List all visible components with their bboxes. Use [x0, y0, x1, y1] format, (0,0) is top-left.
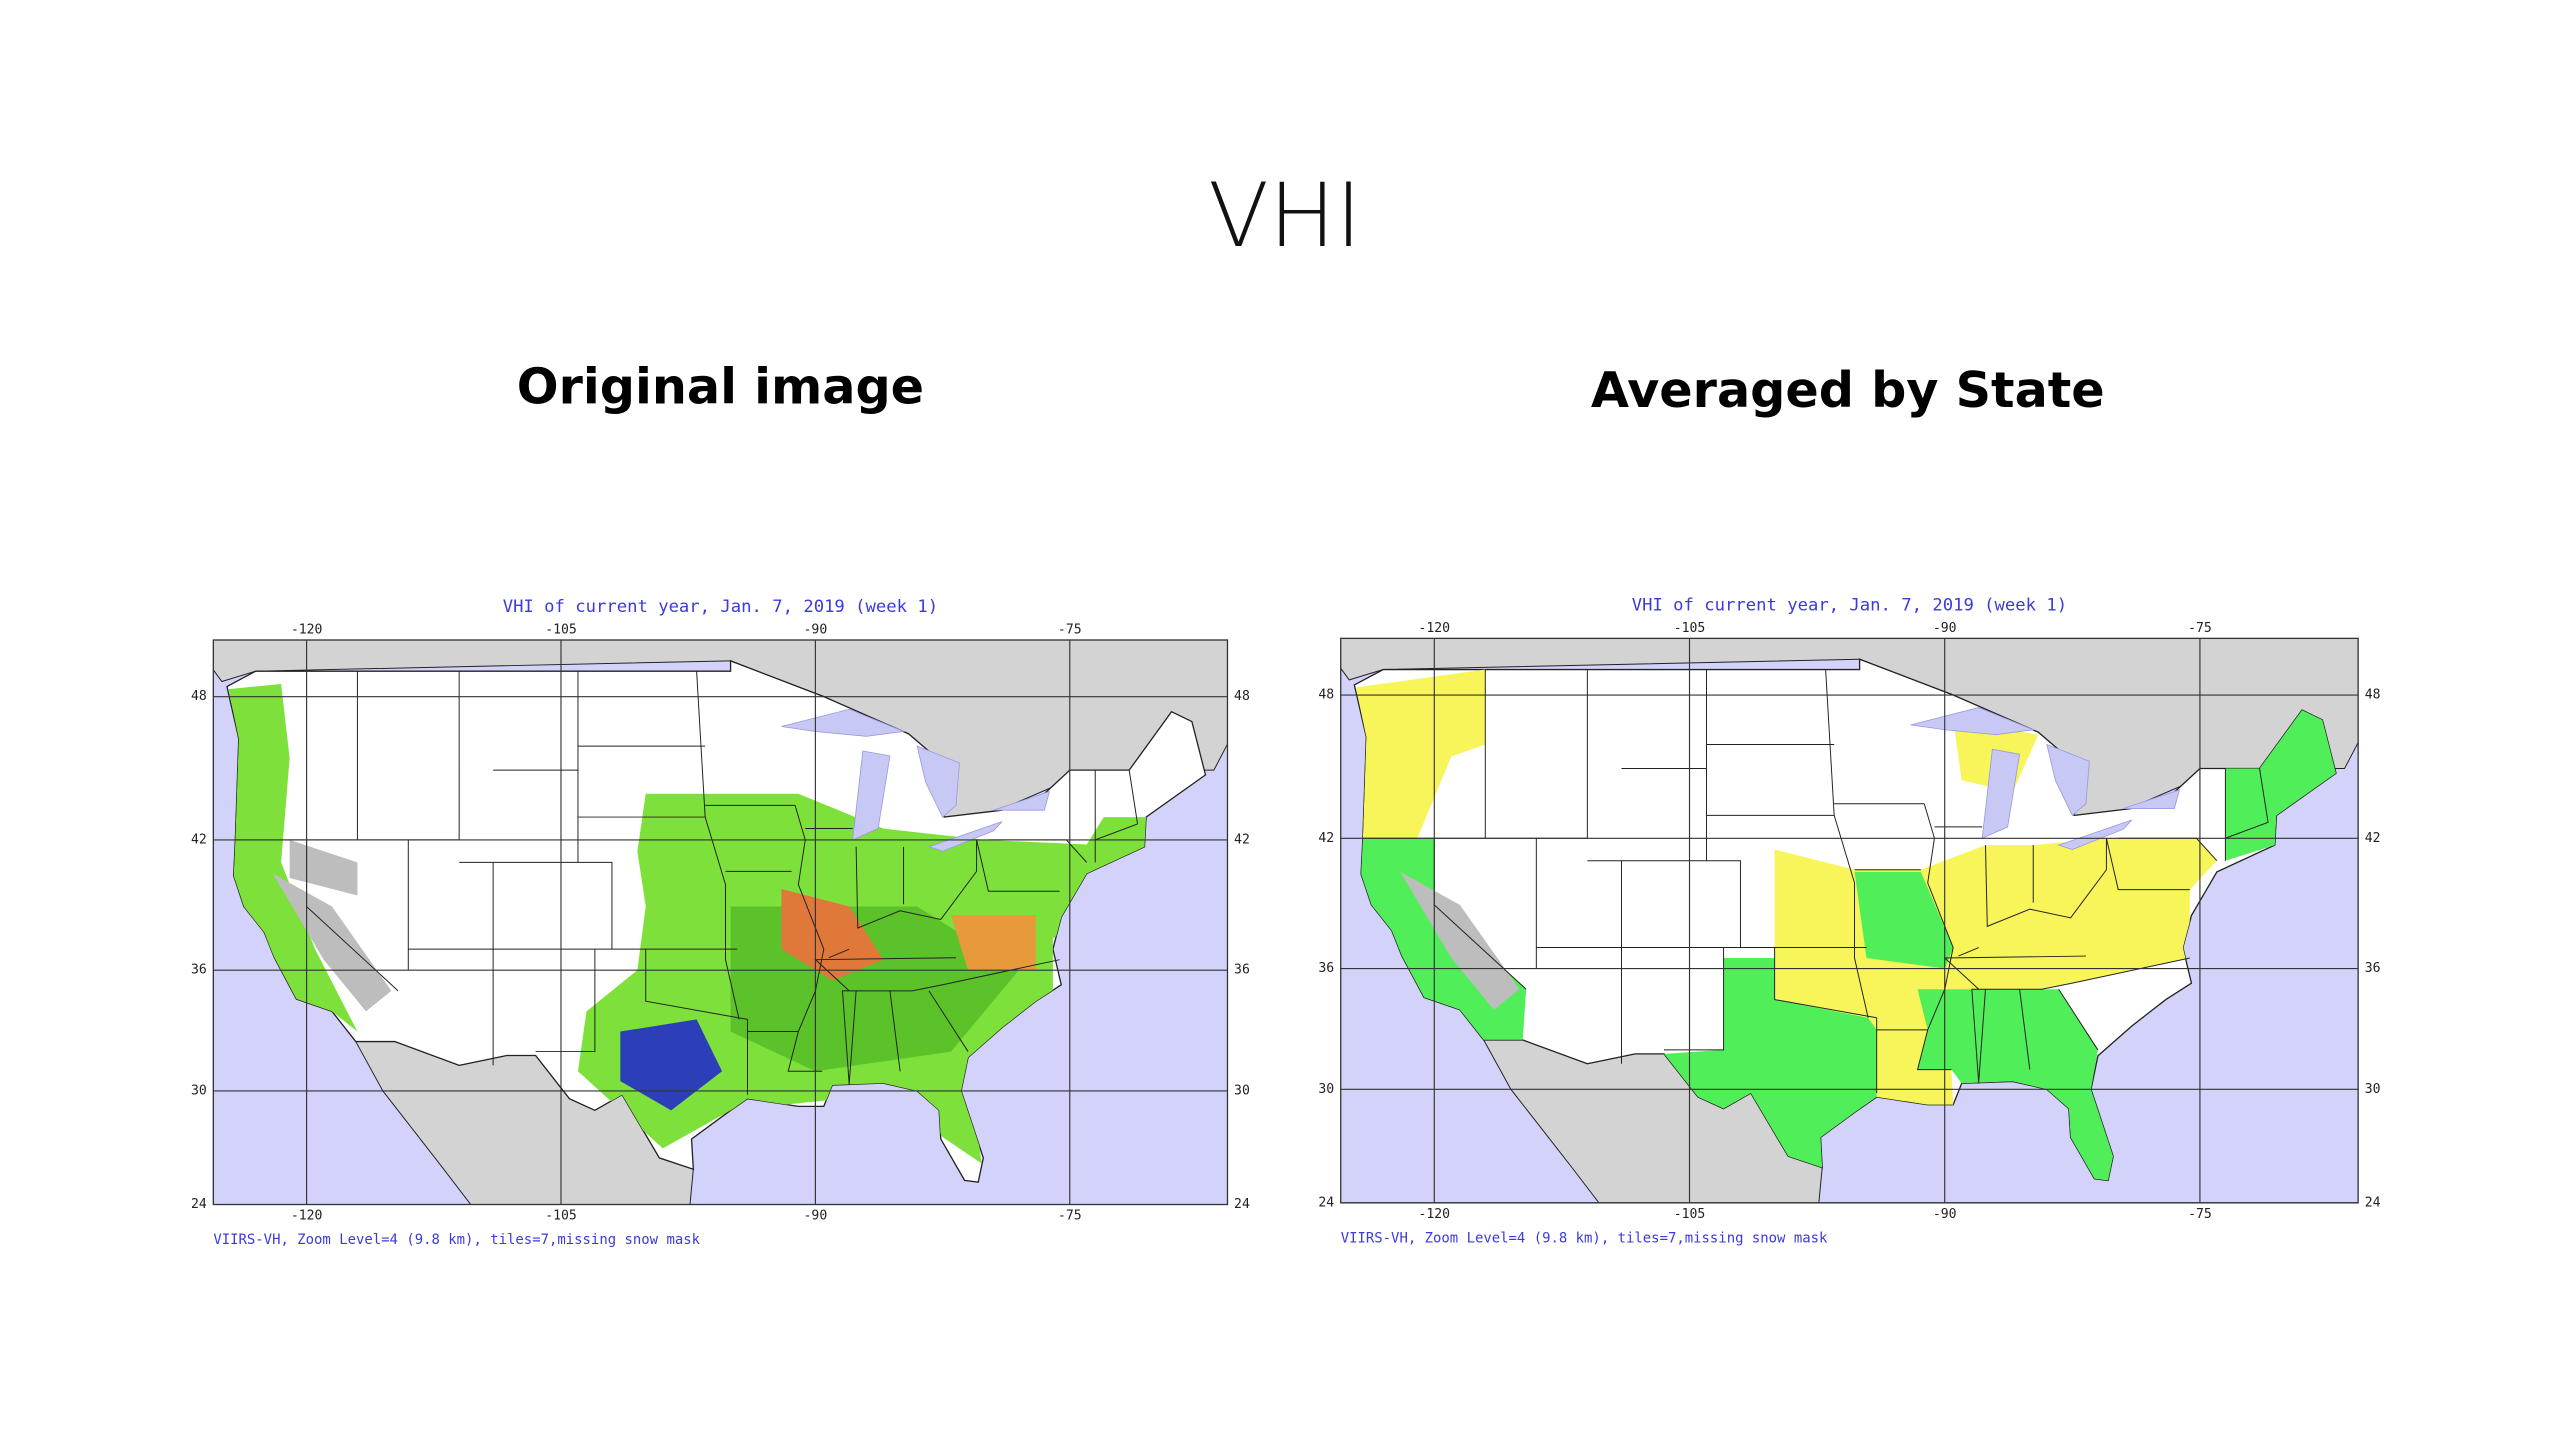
lat-tick-label: 48: [2365, 688, 2381, 703]
lon-tick-label: -75: [1058, 1209, 1082, 1224]
map: -120 -120 -105 -105 -90 -90 -75 -75 48 48 42 42 36 36…: [191, 597, 1250, 1248]
lon-tick-label: -105: [545, 623, 577, 638]
state-border: [1971, 957, 2190, 1084]
state-border: [1774, 947, 1877, 1019]
lon-tick-label: -90: [1933, 1207, 1957, 1222]
vhi-region: [950, 915, 1036, 971]
state-border: [1984, 838, 2107, 928]
lake: [916, 745, 960, 818]
lake: [1910, 707, 2035, 736]
state-border: [1587, 860, 1741, 948]
state-border: [976, 839, 1060, 892]
lat-tick-label: 30: [1234, 1083, 1250, 1098]
state-border: [889, 990, 901, 1072]
vhi-region: [1355, 669, 1486, 839]
lat-tick-label: 42: [1234, 832, 1250, 847]
vhi-region: [228, 683, 358, 1032]
vhi-region: [1664, 958, 1877, 1168]
map-image: [1340, 638, 2359, 1203]
lon-tick-label: -75: [2188, 1207, 2212, 1222]
panel-heading: Original image: [517, 358, 924, 416]
lat-tick-label: 42: [191, 832, 207, 847]
lat-tick-label: 48: [1234, 689, 1250, 704]
lon-tick-label: -120: [291, 623, 323, 638]
vhi-region: [1400, 871, 1520, 1010]
lat-tick-label: 30: [191, 1083, 207, 1098]
map: -120 -120 -105 -105 -90 -90 -75 -75 48 48 42 42 36 36…: [1318, 595, 2380, 1246]
state-border: [828, 948, 850, 959]
lake: [2057, 819, 2133, 850]
lon-tick-label: -75: [1058, 623, 1082, 638]
lat-tick-label: 48: [1318, 688, 1334, 703]
state-border: [1095, 770, 1139, 841]
vhi-overlay: [228, 683, 1155, 1164]
lon-tick-label: -105: [545, 1209, 577, 1224]
state-border: [2058, 988, 2099, 1051]
lat-tick-label: 30: [1318, 1082, 1334, 1097]
map-footer: VIIRS-VH, Zoom Level=4 (9.8 km), tiles=7…: [213, 1232, 700, 1248]
vhi-region: [620, 1019, 723, 1111]
lon-tick-label: -90: [1933, 621, 1957, 636]
map-frame: [1340, 637, 2359, 1204]
lon-tick-label: -90: [804, 1209, 828, 1224]
lat-tick-label: 24: [2365, 1195, 2381, 1210]
vhi-overlay: [1355, 669, 2336, 1181]
state-border: [841, 959, 1060, 1086]
state-border: [535, 949, 596, 1053]
map-frame: [212, 639, 1229, 1206]
lake: [781, 708, 906, 737]
state-border: [855, 839, 978, 929]
map-title: VHI of current year, Jan. 7, 2019 (week …: [1632, 595, 2067, 615]
vhi-region: [1917, 989, 2114, 1181]
slide-title: VHI: [1208, 164, 1361, 267]
lat-tick-label: 42: [2365, 831, 2381, 846]
vhi-region: [781, 888, 884, 981]
lon-tick-label: -90: [804, 623, 828, 638]
vhi-region: [1854, 871, 1954, 969]
state-border: [2225, 768, 2269, 839]
state-border: [848, 990, 857, 1084]
lon-tick-label: -120: [1419, 621, 1451, 636]
lat-tick-label: 42: [1318, 831, 1334, 846]
state-border: [2019, 989, 2031, 1070]
lon-tick-label: -75: [2188, 621, 2212, 636]
state-border: [1978, 989, 1986, 1082]
lake: [2123, 789, 2181, 809]
lake: [2046, 743, 2090, 817]
lake: [852, 750, 891, 841]
state-border: [2105, 838, 2190, 891]
lat-tick-label: 36: [2365, 961, 2381, 976]
lon-tick-label: -105: [1674, 621, 1706, 636]
lon-tick-label: -120: [1419, 1207, 1451, 1222]
lon-tick-label: -105: [1674, 1207, 1706, 1222]
state-border: [459, 861, 613, 950]
map-image: [213, 640, 1228, 1205]
lake: [1981, 748, 2021, 839]
state-border: [1825, 669, 1869, 1018]
lon-tick-label: -120: [291, 1209, 323, 1224]
state-border: [928, 990, 969, 1052]
map-title: VHI of current year, Jan. 7, 2019 (week …: [503, 597, 938, 617]
lat-tick-label: 36: [1234, 963, 1250, 978]
lat-tick-label: 36: [1318, 961, 1334, 976]
vhi-region: [2225, 710, 2336, 861]
lat-tick-label: 24: [1318, 1195, 1334, 1210]
state-border: [645, 949, 748, 1020]
lake: [993, 790, 1051, 811]
lat-tick-label: 24: [1234, 1197, 1250, 1212]
lat-tick-label: 24: [191, 1197, 207, 1212]
lake: [927, 821, 1003, 852]
lat-tick-label: 48: [191, 689, 207, 704]
vhi-region: [272, 873, 392, 1012]
lat-tick-label: 36: [191, 963, 207, 978]
state-border: [696, 671, 740, 1020]
state-border: [1958, 947, 1979, 957]
panel-heading: Averaged by State: [1591, 361, 2105, 419]
state-border: [1664, 947, 1725, 1051]
lat-tick-label: 30: [2365, 1082, 2381, 1097]
map-footer: VIIRS-VH, Zoom Level=4 (9.8 km), tiles=7…: [1341, 1230, 1828, 1246]
